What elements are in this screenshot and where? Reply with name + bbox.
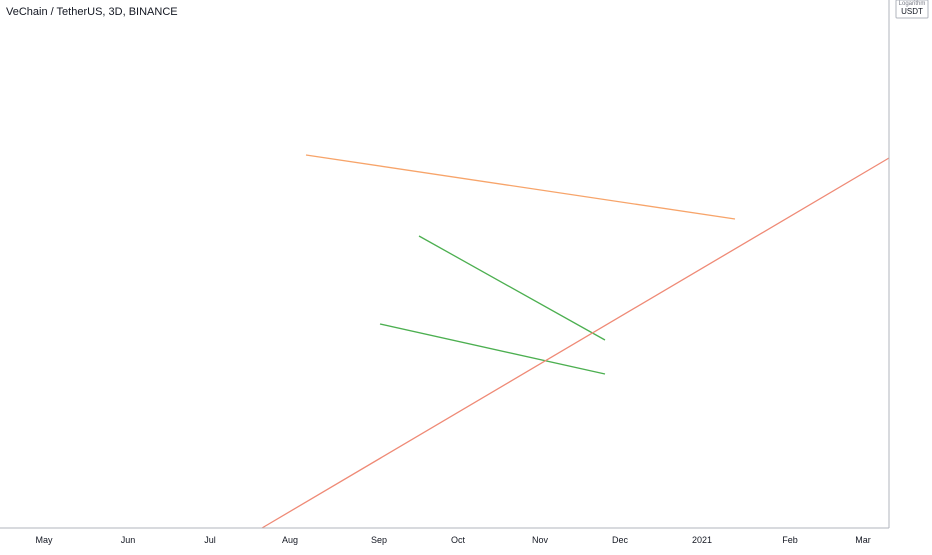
scale-badge-line2: USDT (901, 7, 923, 16)
x-tick-label: Aug (282, 535, 298, 545)
x-tick-label: 2021 (692, 535, 712, 545)
x-tick-label: Sep (371, 535, 387, 545)
trendline-2[interactable] (379, 323, 606, 375)
scale-badge[interactable]: Logarithm USDT (895, 0, 929, 19)
x-tick-label: Jul (204, 535, 216, 545)
scale-badge-line1: Logarithm (899, 1, 926, 7)
trendline-1[interactable] (418, 235, 606, 341)
x-tick-label: Feb (782, 535, 798, 545)
x-tick-label: Jun (121, 535, 136, 545)
x-tick-label: Mar (855, 535, 871, 545)
x-tick-label: Dec (612, 535, 629, 545)
x-tick-label: Oct (451, 535, 466, 545)
trendline-0[interactable] (305, 154, 736, 220)
x-tick-label: May (35, 535, 53, 545)
x-tick-label: Nov (532, 535, 549, 545)
trendline-3[interactable] (261, 157, 890, 529)
chart-title: VeChain / TetherUS, 3D, BINANCE (6, 6, 178, 18)
